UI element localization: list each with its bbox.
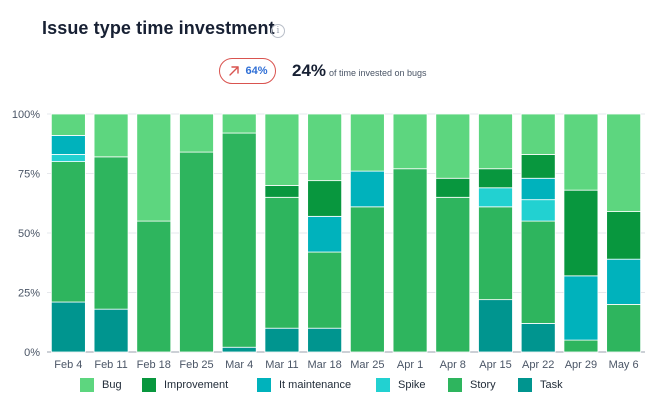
bar-segment-story[interactable] (478, 206, 513, 301)
legend-item-task[interactable]: Task (518, 378, 563, 392)
bar-segment-story[interactable] (136, 220, 172, 353)
bar-segment-bug[interactable] (136, 113, 172, 222)
chart-title: Issue type time investment (42, 18, 275, 38)
change-value: 64% (245, 65, 268, 77)
x-tick-label: Apr 29 (565, 359, 597, 371)
x-tick-label: Apr 15 (479, 359, 511, 371)
y-tick-label: 75% (18, 169, 40, 181)
legend-item-improvement[interactable]: Improvement (142, 378, 228, 392)
bar-segment-it-maintenance[interactable] (50, 135, 86, 155)
bars (50, 113, 642, 353)
legend-label: Task (540, 379, 563, 391)
x-tick-label: Feb 4 (54, 359, 82, 371)
legend-swatch (142, 378, 156, 392)
y-tick-label: 0% (24, 347, 40, 359)
bar-segment-it-maintenance[interactable] (307, 215, 343, 253)
legend-swatch (376, 378, 390, 392)
bar-segment-task[interactable] (50, 301, 86, 353)
chart-legend: Bug Improvement It maintenance Spike Story Ta… (0, 378, 665, 394)
x-tick-label: Apr 1 (397, 359, 423, 371)
bar-segment-spike[interactable] (520, 199, 556, 222)
x-tick-label: Mar 18 (308, 359, 342, 371)
bar-segment-improvement[interactable] (563, 189, 599, 277)
bar-segment-it-maintenance[interactable] (563, 275, 599, 341)
bar-segment-bug[interactable] (307, 113, 343, 182)
legend-item-bug[interactable]: Bug (80, 378, 122, 392)
bar-segment-bug[interactable] (520, 113, 556, 155)
bar-segment-improvement[interactable] (435, 177, 471, 198)
bar-segment-bug[interactable] (264, 113, 300, 186)
bar-segment-it-maintenance[interactable] (349, 170, 385, 208)
change-badge: 64% (219, 58, 276, 84)
x-tick-label: Apr 22 (522, 359, 554, 371)
x-tick-label: May 6 (609, 359, 639, 371)
legend-label: It maintenance (279, 379, 352, 391)
bar-segment-task[interactable] (93, 308, 129, 353)
legend-label: Bug (102, 379, 122, 391)
bar-segment-story[interactable] (563, 339, 599, 353)
x-tick-label: Feb 25 (179, 359, 213, 371)
bar-segment-bug[interactable] (392, 113, 428, 170)
legend-label: Spike (398, 379, 426, 391)
x-tick-label: Mar 25 (350, 359, 384, 371)
bar-segment-story[interactable] (520, 220, 556, 324)
bar-segment-bug[interactable] (478, 113, 513, 170)
bar-segment-task[interactable] (264, 327, 300, 353)
bar-segment-bug[interactable] (349, 113, 385, 172)
bar-segment-improvement[interactable] (307, 180, 343, 217)
legend-swatch (518, 378, 532, 392)
bar-segment-task[interactable] (307, 327, 343, 353)
y-tick-label: 25% (18, 288, 40, 300)
bar-segment-bug[interactable] (179, 113, 214, 153)
bar-segment-story[interactable] (179, 151, 214, 353)
legend-item-it-maintenance[interactable]: It maintenance (257, 378, 351, 392)
bar-segment-story[interactable] (392, 168, 428, 353)
bug-share-label: of time invested on bugs (329, 68, 427, 78)
bar-segment-story[interactable] (93, 156, 129, 310)
legend-item-story[interactable]: Story (448, 378, 496, 392)
bar-segment-story[interactable] (221, 132, 257, 348)
bar-segment-bug[interactable] (563, 113, 599, 191)
x-tick-label: Apr 8 (440, 359, 466, 371)
bar-segment-bug[interactable] (50, 113, 86, 136)
bar-segment-bug[interactable] (93, 113, 129, 158)
bar-segment-bug[interactable] (606, 113, 642, 212)
bar-segment-task[interactable] (478, 299, 513, 353)
legend-label: Story (470, 379, 496, 391)
bar-segment-story[interactable] (307, 251, 343, 329)
bar-segment-task[interactable] (520, 323, 556, 353)
bar-segment-improvement[interactable] (606, 211, 642, 260)
x-tick-label: Mar 4 (225, 359, 253, 371)
legend-swatch (80, 378, 94, 392)
bug-share-value: 24% (292, 61, 327, 80)
legend-swatch (257, 378, 271, 392)
bar-segment-improvement[interactable] (520, 154, 556, 179)
legend-swatch (448, 378, 462, 392)
bar-segment-improvement[interactable] (264, 184, 300, 198)
bar-segment-story[interactable] (435, 196, 471, 353)
x-tick-label: Feb 11 (94, 359, 127, 371)
bar-segment-spike[interactable] (478, 187, 513, 208)
x-tick-label: Feb 18 (137, 359, 171, 371)
bar-segment-story[interactable] (50, 161, 86, 303)
bar-segment-story[interactable] (264, 196, 300, 329)
y-tick-label: 100% (12, 109, 40, 121)
legend-label: Improvement (164, 379, 229, 391)
bar-segment-improvement[interactable] (478, 168, 513, 189)
x-tick-label: Mar 11 (265, 359, 298, 371)
bar-segment-spike[interactable] (50, 154, 86, 163)
bar-segment-task[interactable] (221, 346, 257, 353)
bar-segment-story[interactable] (606, 303, 642, 353)
bar-segment-bug[interactable] (221, 113, 257, 134)
bar-segment-it-maintenance[interactable] (520, 177, 556, 201)
legend-item-spike[interactable]: Spike (376, 378, 426, 392)
y-tick-label: 50% (18, 228, 40, 240)
bar-segment-it-maintenance[interactable] (606, 258, 642, 305)
bar-segment-story[interactable] (349, 206, 385, 353)
bar-segment-bug[interactable] (435, 113, 471, 179)
arrow-up-right-icon (229, 66, 240, 76)
info-icon[interactable]: i (271, 24, 285, 38)
